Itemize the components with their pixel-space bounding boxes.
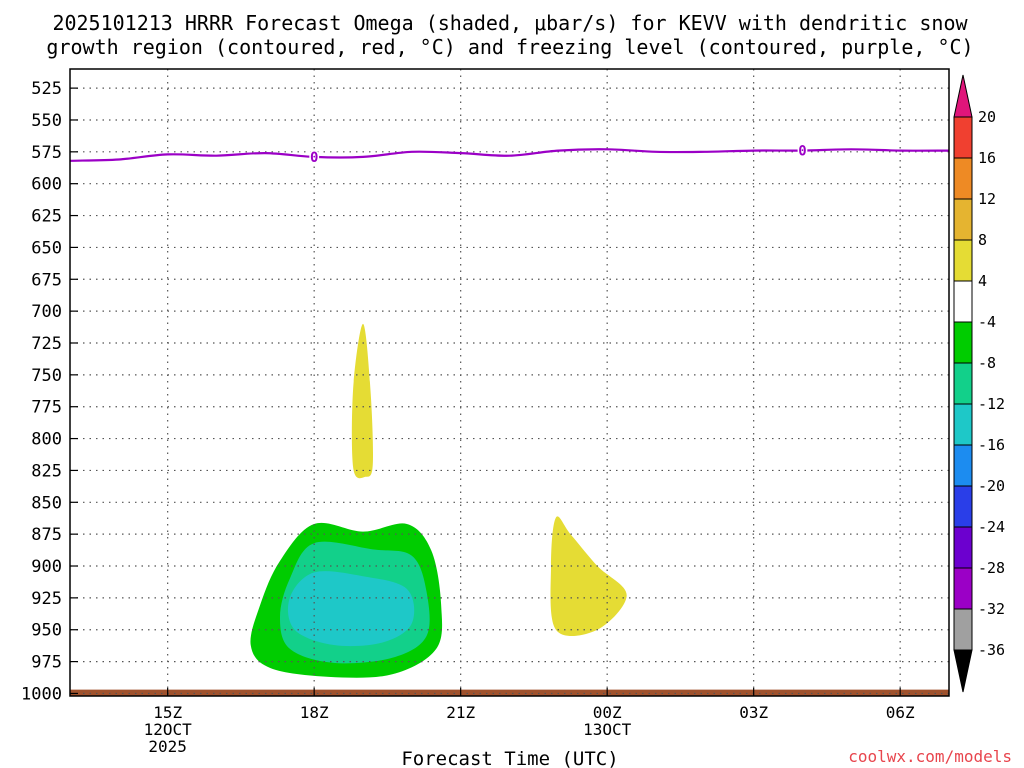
x-tick-label-15-0: 15Z [153, 703, 182, 722]
colorbar-label-7: -8 [978, 354, 996, 372]
terrain-strip [70, 689, 949, 696]
colorbar-label-5: -16 [978, 436, 1005, 454]
colorbar-label-12: 16 [978, 149, 996, 167]
colorbar-label-2: -28 [978, 559, 1005, 577]
omega-region-cyan-core [287, 571, 415, 647]
x-tick-label-27-0: 03Z [739, 703, 768, 722]
y-tick-label-650: 650 [31, 238, 62, 258]
colorbar-swatch-3 [953, 485, 973, 528]
plot-frame [69, 68, 950, 697]
y-tick-label-800: 800 [31, 430, 62, 450]
colorbar-label-0: -36 [978, 641, 1005, 659]
colorbar-label-6: -12 [978, 395, 1005, 413]
y-tick-label-925: 925 [31, 589, 62, 609]
colorbar-legend: -36 -32 -28 -24 -20 -16 -12 -8 -4 4 8 12 16 20 [953, 74, 1005, 693]
colorbar-swatch-10 [953, 198, 973, 241]
colorbar-label-10: 8 [978, 231, 987, 249]
y-tick-label-675: 675 [31, 270, 62, 290]
x-tick-label-24-1: 13OCT [583, 720, 632, 739]
colorbar-swatch-12 [953, 116, 973, 159]
colorbar-label-11: 12 [978, 190, 996, 208]
y-tick-label-725: 725 [31, 334, 62, 354]
colorbar-label-13: 20 [978, 108, 996, 126]
chart-title-line-2: growth region (contoured, red, °C) and f… [46, 35, 973, 59]
colorbar-swatch-5 [953, 403, 973, 446]
colorbar-swatch-7 [953, 321, 973, 364]
x-tick-label-15-2: 2025 [148, 737, 187, 756]
y-tick-label-525: 525 [31, 79, 62, 99]
colorbar-max-arrow [953, 74, 973, 118]
y-tick-label-775: 775 [31, 398, 62, 418]
colorbar-swatch-6 [953, 362, 973, 405]
colorbar-label-8: -4 [978, 313, 996, 331]
x-axis-label: Forecast Time (UTC) [401, 748, 618, 768]
x-tick-label-21-0: 21Z [446, 703, 475, 722]
y-tick-label-700: 700 [31, 302, 62, 322]
y-tick-label-1000: 1000 [21, 684, 62, 704]
freezing-level-label-0: 0 [310, 150, 318, 166]
omega-region-yellow-right [550, 516, 627, 637]
colorbar-label-9: 4 [978, 272, 987, 290]
colorbar-swatch-8 [953, 280, 973, 323]
chart-title-line-1: 2025101213 HRRR Forecast Omega (shaded, … [52, 11, 968, 35]
credit-text: coolwx.com/models [848, 747, 1012, 766]
omega-region-yellow-upper [351, 323, 374, 479]
freezing-level-label-1: 0 [798, 144, 806, 160]
colorbar-swatch-11 [953, 157, 973, 200]
y-tick-label-575: 575 [31, 143, 62, 163]
colorbar-swatch-4 [953, 444, 973, 487]
y-tick-label-750: 750 [31, 366, 62, 386]
colorbar-label-1: -32 [978, 600, 1005, 618]
colorbar-min-arrow [953, 649, 973, 693]
y-tick-label-550: 550 [31, 111, 62, 131]
y-tick-label-825: 825 [31, 461, 62, 481]
gridlines [70, 69, 949, 696]
colorbar-swatch-0 [953, 608, 973, 651]
colorbar-swatch-9 [953, 239, 973, 282]
x-tick-label-30-0: 06Z [886, 703, 915, 722]
x-tick-label-15-1: 12OCT [144, 720, 193, 739]
omega-shaded-regions [250, 323, 627, 678]
colorbar-label-3: -24 [978, 518, 1005, 536]
colorbar-label-4: -20 [978, 477, 1005, 495]
colorbar-swatch-2 [953, 526, 973, 569]
x-tick-label-24-0: 00Z [593, 703, 622, 722]
y-tick-label-900: 900 [31, 557, 62, 577]
x-tick-label-18-0: 18Z [300, 703, 329, 722]
terrain-layer [70, 689, 949, 696]
y-axis-ticks: 525 550 575 600 625 650 675 700 725 750 775 800 825 8… [21, 79, 78, 704]
y-tick-label-950: 950 [31, 621, 62, 641]
y-tick-label-875: 875 [31, 525, 62, 545]
y-tick-label-625: 625 [31, 207, 62, 227]
freezing-level-line [69, 148, 950, 162]
colorbar-swatch-1 [953, 567, 973, 610]
y-tick-label-975: 975 [31, 653, 62, 673]
y-tick-label-600: 600 [31, 175, 62, 195]
y-tick-label-850: 850 [31, 493, 62, 513]
